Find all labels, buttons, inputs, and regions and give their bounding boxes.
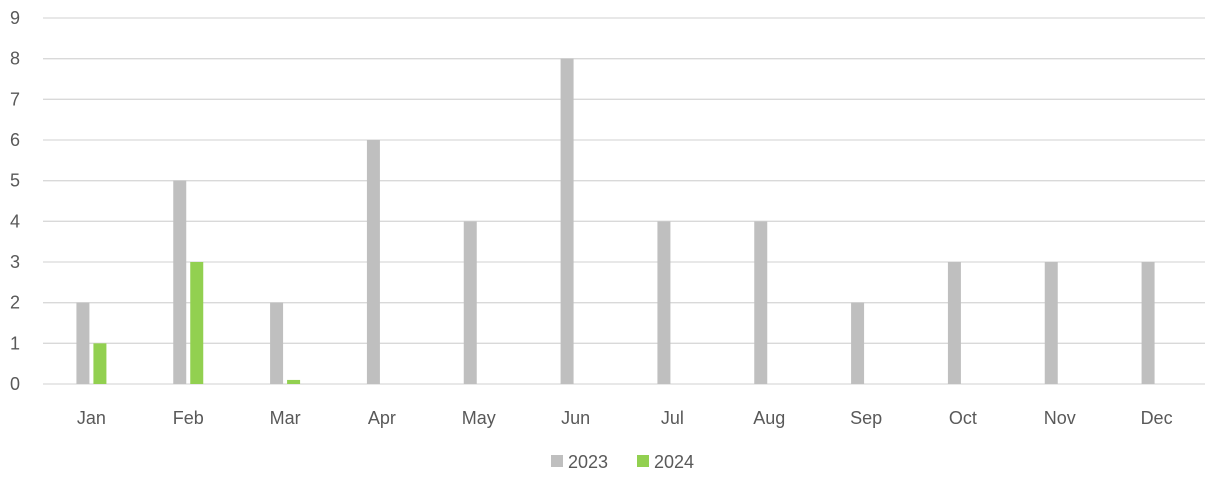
legend-label-2024: 2024 [654, 452, 694, 472]
y-tick-label: 3 [10, 252, 20, 272]
bar-2023-Aug [754, 221, 768, 384]
x-tick-label: Jan [77, 408, 106, 428]
y-tick-label: 5 [10, 171, 20, 191]
y-tick-label: 7 [10, 89, 20, 109]
x-tick-label: Oct [949, 408, 977, 428]
bar-2023-May [463, 221, 477, 384]
x-tick-label: Jul [661, 408, 684, 428]
bar-2024-Feb [190, 262, 204, 384]
y-tick-label: 2 [10, 293, 20, 313]
legend-label-2023: 2023 [568, 452, 608, 472]
x-tick-label: Nov [1044, 408, 1076, 428]
x-tick-label: Sep [850, 408, 882, 428]
x-tick-label: Jun [561, 408, 590, 428]
bar-2023-Dec [1141, 262, 1155, 384]
y-tick-label: 4 [10, 211, 20, 231]
legend-swatch-2023 [551, 455, 563, 467]
x-tick-label: Apr [368, 408, 396, 428]
x-tick-label: May [462, 408, 496, 428]
y-tick-label: 0 [10, 374, 20, 394]
bar-2023-Oct [947, 262, 961, 384]
bar-2023-Sep [851, 302, 865, 384]
bar-2024-Mar [287, 379, 301, 384]
x-tick-label: Mar [270, 408, 301, 428]
x-tick-label: Dec [1141, 408, 1173, 428]
bar-2023-Apr [366, 140, 380, 384]
bar-2023-Feb [173, 180, 187, 384]
bars [76, 58, 1155, 385]
y-tick-label: 6 [10, 130, 20, 150]
gridlines [43, 17, 1205, 385]
bar-2023-Mar [270, 302, 284, 384]
bar-2023-Jul [657, 221, 671, 384]
legend: 2023 2024 [551, 452, 694, 472]
legend-swatch-2024 [637, 455, 649, 467]
bar-2023-Jan [76, 302, 90, 384]
bar-2023-Jun [560, 58, 574, 385]
x-axis-tick-labels: Jan Feb Mar Apr May Jun Jul Aug Sep Oct Nov Dec [77, 408, 1173, 428]
y-tick-label: 8 [10, 49, 20, 69]
x-tick-label: Aug [753, 408, 785, 428]
bar-2024-Jan [93, 343, 107, 384]
bar-2023-Nov [1044, 262, 1058, 384]
y-tick-label: 1 [10, 333, 20, 353]
x-tick-label: Feb [173, 408, 204, 428]
y-axis-tick-labels: 0 1 2 3 4 5 6 7 8 9 [10, 8, 20, 394]
y-tick-label: 9 [10, 8, 20, 28]
